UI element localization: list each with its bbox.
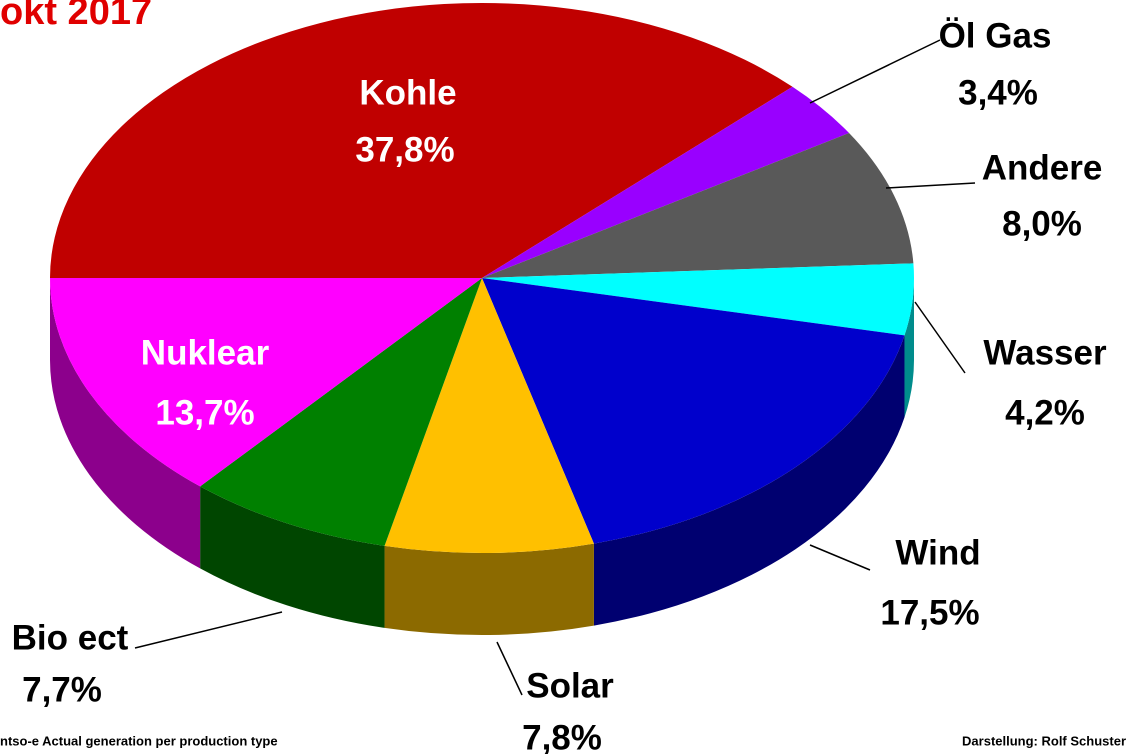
slice xyxy=(482,86,850,279)
slice xyxy=(384,278,594,553)
slice-value: 7,8% xyxy=(522,718,602,754)
slice-value: 37,8% xyxy=(355,130,454,169)
slice-name: Wind xyxy=(895,533,980,572)
slice-side xyxy=(200,486,385,628)
slice-name: Andere xyxy=(982,148,1103,187)
slice xyxy=(50,2,793,278)
slice-side xyxy=(384,543,594,635)
slice-name: Solar xyxy=(526,666,614,705)
slice-side xyxy=(593,335,905,626)
leader-line xyxy=(496,641,523,696)
slice xyxy=(200,278,482,546)
slice-value: 3,4% xyxy=(958,73,1038,112)
chart-title: okt 2017 xyxy=(0,0,152,33)
credit-note: Darstellung: Rolf Schuster xyxy=(962,733,1126,748)
slice-value: 8,0% xyxy=(1002,204,1082,243)
slice xyxy=(482,132,914,278)
slice-value: 7,7% xyxy=(22,670,102,709)
slice xyxy=(482,263,914,336)
slice-name: Wasser xyxy=(983,333,1107,372)
leader-line xyxy=(134,611,283,649)
slice-name: Nuklear xyxy=(141,333,270,372)
leader-line xyxy=(809,39,941,104)
slice-name: Kohle xyxy=(359,73,456,112)
slice-name: Öl Gas xyxy=(939,16,1052,55)
slice xyxy=(482,278,905,544)
slice-value: 13,7% xyxy=(155,393,254,432)
slice xyxy=(50,278,482,487)
slice-value: 17,5% xyxy=(880,593,979,632)
slice-name: Bio ect xyxy=(12,618,129,657)
leader-line xyxy=(809,544,871,571)
slice-side xyxy=(50,278,201,569)
leader-line xyxy=(914,301,966,374)
slice-value: 4,2% xyxy=(1005,393,1085,432)
slice-side xyxy=(904,278,914,418)
source-note: ntso-e Actual generation per production … xyxy=(0,733,278,748)
leader-line xyxy=(885,182,976,189)
